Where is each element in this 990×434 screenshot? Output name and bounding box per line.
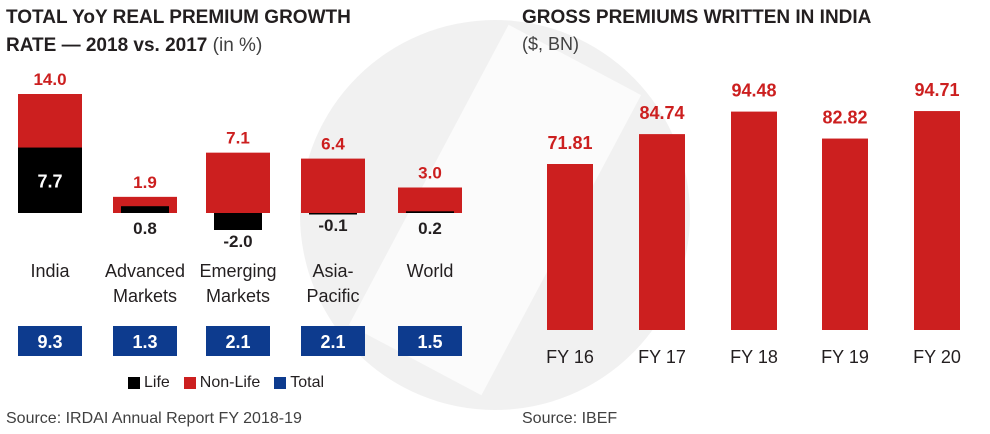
legend-swatch-life — [128, 377, 140, 389]
gross-premiums-chart: 71.81 FY 16 84.74 FY 17 94.48 FY 18 82.82 FY 19… — [546, 80, 961, 367]
life-bar-cat-3 — [309, 213, 357, 215]
category-label-cat-4-0: World — [407, 261, 454, 281]
left-chart-title: TOTAL YoY REAL PREMIUM GROWTH RATE — 201… — [6, 4, 351, 60]
life-label-cat-1: 0.8 — [133, 219, 157, 238]
legend-label-life: Life — [144, 374, 170, 391]
non-life-label-cat-3: 6.4 — [321, 135, 345, 154]
total-label-cat-3: 2.1 — [320, 332, 345, 352]
category-label-cat-0-0: India — [30, 261, 70, 281]
premium-bar-2 — [731, 111, 777, 331]
total-box-cat-2 — [206, 326, 270, 356]
premium-value-label-2: 94.48 — [731, 81, 776, 101]
left-title-line1: TOTAL YoY REAL PREMIUM GROWTH — [6, 7, 351, 28]
premium-bar-0 — [547, 164, 593, 330]
life-label-cat-0: 7.7 — [37, 171, 62, 191]
category-label-cat-3-0: Asia- — [312, 261, 353, 281]
premium-value-label-1: 84.74 — [639, 103, 684, 123]
life-bar-cat-1 — [121, 206, 169, 213]
x-tick-label-4: FY 20 — [913, 347, 961, 367]
x-tick-label-0: FY 16 — [546, 347, 594, 367]
total-box-cat-0 — [18, 326, 82, 356]
non-life-label-cat-1: 1.9 — [133, 173, 157, 192]
left-title-unit: (in %) — [212, 35, 263, 56]
non-life-bar-cat-4 — [398, 187, 462, 213]
right-chart-title: GROSS PREMIUMS WRITTEN IN INDIA — [522, 7, 872, 28]
category-label-cat-3-1: Pacific — [306, 286, 359, 306]
total-label-cat-4: 1.5 — [417, 332, 442, 352]
right-chart-unit: ($, BN) — [522, 34, 580, 54]
total-label-cat-0: 9.3 — [37, 332, 62, 352]
life-label-cat-3: -0.1 — [318, 216, 347, 235]
right-chart-panel: GROSS PREMIUMS WRITTEN IN INDIA ($, BN) … — [522, 0, 990, 434]
life-bar-cat-0 — [18, 147, 82, 213]
legend-item-total: Total — [274, 374, 324, 392]
premium-bar-4 — [914, 111, 960, 330]
left-title-line2-text: RATE — 2018 vs. 2017 — [6, 35, 208, 56]
non-life-label-cat-4: 3.0 — [418, 164, 442, 183]
premium-value-label-4: 94.71 — [914, 80, 959, 100]
life-bar-cat-4 — [406, 211, 454, 213]
total-label-cat-1: 1.3 — [132, 332, 157, 352]
x-tick-label-1: FY 17 — [638, 347, 686, 367]
total-box-cat-3 — [301, 326, 365, 356]
legend-item-non-life: Non-Life — [183, 374, 261, 392]
premium-bar-3 — [822, 138, 868, 330]
category-label-cat-2-0: Emerging — [199, 261, 276, 281]
legend-swatch-non-life — [183, 377, 196, 389]
category-label-cat-1-0: Advanced — [105, 261, 185, 281]
x-tick-label-3: FY 19 — [821, 347, 869, 367]
non-life-label-cat-0: 14.0 — [33, 70, 66, 89]
legend-item-life: Life — [128, 374, 170, 392]
legend-swatch-total — [274, 377, 287, 389]
left-title-line2: RATE — 2018 vs. 2017 (in %) — [6, 32, 351, 60]
left-chart-panel: TOTAL YoY REAL PREMIUM GROWTH RATE — 201… — [0, 0, 480, 434]
life-bar-cat-2 — [214, 213, 262, 230]
premium-value-label-0: 71.81 — [547, 133, 592, 153]
right-source-note: Source: IBEF — [522, 410, 618, 427]
non-life-bar-cat-2 — [206, 152, 270, 213]
legend-label-non-life: Non-Life — [199, 374, 261, 391]
premium-value-label-3: 82.82 — [822, 108, 867, 128]
total-box-cat-1 — [113, 326, 177, 356]
left-source-note: Source: IRDAI Annual Report FY 2018-19 — [6, 410, 302, 427]
legend-label-total: Total — [290, 374, 325, 391]
growth-rate-chart: 14.0 7.7 India 9.3 1.9 0.8 Advanced Markets 1.3 7… — [18, 70, 462, 356]
premium-bar-1 — [639, 134, 685, 330]
total-label-cat-2: 2.1 — [225, 332, 250, 352]
life-label-cat-2: -2.0 — [223, 232, 252, 251]
non-life-bar-cat-3 — [301, 158, 365, 213]
non-life-label-cat-2: 7.1 — [226, 129, 250, 148]
category-label-cat-1-1: Markets — [113, 286, 177, 306]
x-tick-label-2: FY 18 — [730, 347, 778, 367]
chart-legend: Life Non-Life Total — [128, 374, 324, 392]
category-label-cat-2-1: Markets — [206, 286, 270, 306]
total-box-cat-4 — [398, 326, 462, 356]
life-label-cat-4: 0.2 — [418, 219, 442, 238]
